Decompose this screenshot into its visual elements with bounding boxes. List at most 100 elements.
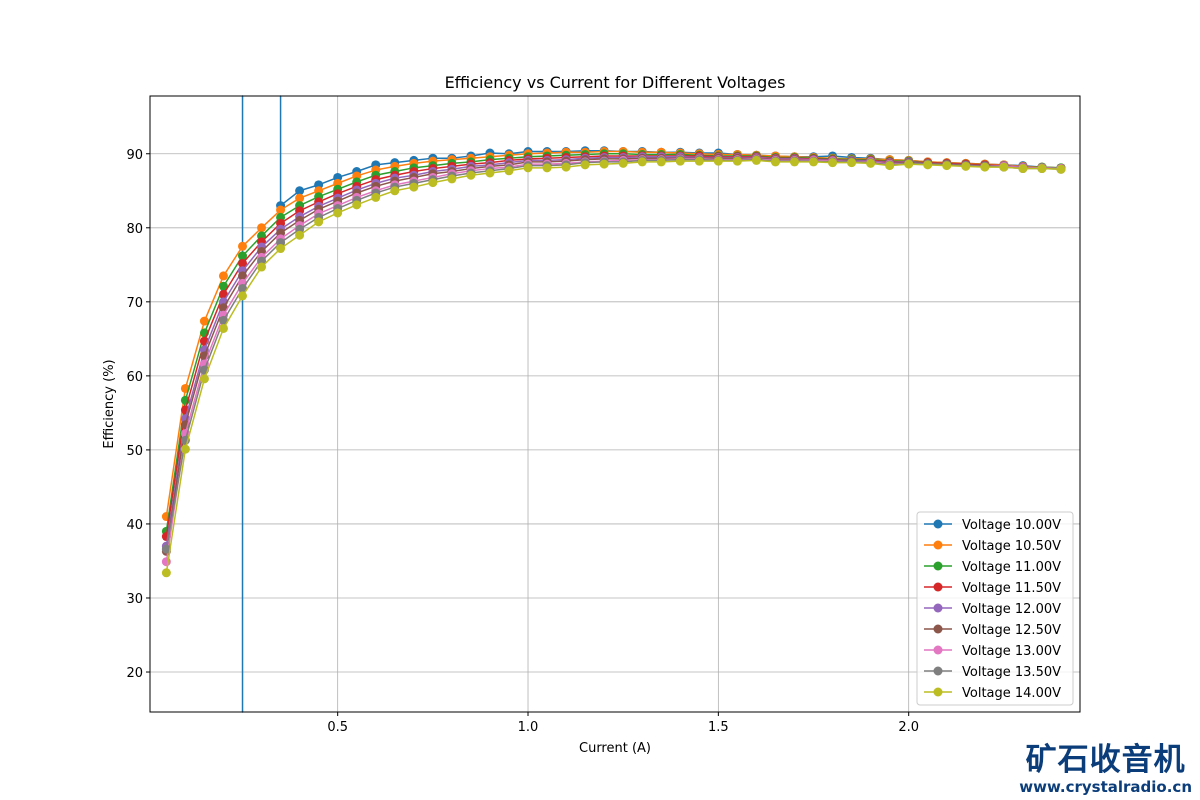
y-tick-label: 70 [126, 296, 143, 311]
legend-marker [933, 540, 943, 550]
x-tick-label: 0.5 [327, 720, 348, 735]
data-point [637, 157, 647, 167]
legend-item: Voltage 13.00V [924, 644, 1061, 659]
data-point [218, 271, 228, 281]
legend-item: Voltage 14.00V [924, 686, 1061, 701]
data-point [314, 217, 324, 227]
series-line-segment [184, 349, 206, 420]
data-point [809, 157, 819, 167]
data-point [276, 205, 286, 215]
x-tick-label: 1.0 [518, 720, 539, 735]
data-point [675, 156, 685, 166]
data-point [751, 155, 761, 165]
legend-label: Voltage 12.50V [962, 623, 1061, 638]
data-point [713, 156, 723, 166]
legend-label: Voltage 13.00V [962, 644, 1061, 659]
data-point [218, 315, 228, 325]
x-axis-label: Current (A) [579, 741, 651, 756]
legend-label: Voltage 11.50V [962, 581, 1061, 596]
watermark-name: 矿石收音机 [1025, 742, 1186, 778]
data-point [447, 174, 457, 184]
data-point [694, 156, 704, 166]
series-line-segment [203, 327, 225, 380]
legend-label: Voltage 11.00V [962, 560, 1061, 575]
data-point [789, 157, 799, 167]
data-point [942, 161, 952, 171]
data-point [1037, 164, 1047, 174]
series-line-segment [165, 409, 187, 538]
data-point [257, 262, 267, 272]
data-point [161, 544, 171, 554]
data-point [371, 192, 381, 202]
data-point [199, 316, 209, 326]
watermark-url: www.crystalradio.cn [1019, 778, 1192, 796]
data-point [828, 158, 838, 168]
data-point [161, 568, 171, 578]
data-point [238, 284, 248, 293]
data-point [428, 178, 438, 188]
data-point [218, 323, 228, 333]
data-point [504, 166, 514, 176]
data-point [523, 163, 533, 173]
data-point [238, 291, 248, 301]
series-line-segment [184, 363, 206, 435]
legend-label: Voltage 14.00V [962, 686, 1061, 701]
data-point [1018, 164, 1028, 174]
chart-title: Efficiency vs Current for Different Volt… [445, 73, 786, 92]
data-point [580, 160, 590, 170]
legend-item: Voltage 12.50V [924, 623, 1061, 638]
data-point [847, 158, 857, 168]
y-tick-label: 50 [126, 444, 143, 459]
data-point [656, 157, 666, 167]
data-point [732, 156, 742, 166]
data-point [980, 162, 990, 172]
x-tick-label: 1.5 [708, 720, 729, 735]
data-point [618, 158, 628, 168]
series-line-segment [222, 295, 244, 330]
data-point [238, 258, 248, 268]
legend-label: Voltage 10.00V [962, 518, 1061, 533]
data-point [770, 157, 780, 167]
data-point [238, 271, 248, 281]
legend-marker [933, 687, 943, 697]
data-point [999, 162, 1009, 172]
legend-item: Voltage 12.00V [924, 602, 1061, 617]
legend-marker [933, 666, 943, 676]
legend-marker [933, 624, 943, 634]
axis-ticks: 0.5 1.0 1.5 2.0 20 30 40 50 60 70 80 90 [126, 148, 919, 735]
data-point [295, 230, 305, 240]
legend-marker [933, 519, 943, 529]
x-tick-label: 2.0 [898, 720, 919, 735]
legend-item: Voltage 10.00V [924, 518, 1061, 533]
legend-marker [933, 561, 943, 571]
data-point [885, 161, 895, 171]
data-point [542, 163, 552, 173]
legend-marker [933, 603, 943, 613]
data-point [238, 241, 248, 251]
data-point [923, 160, 933, 170]
series-line-segment [241, 266, 263, 297]
data-point [276, 244, 286, 254]
data-point [1056, 164, 1066, 174]
y-axis-label: Efficiency (%) [102, 359, 117, 448]
series-line-segment [222, 245, 244, 277]
data-point [218, 281, 228, 291]
data-point [180, 444, 190, 454]
data-point [352, 200, 362, 210]
data-point [161, 557, 171, 567]
legend-item: Voltage 10.50V [924, 539, 1061, 554]
series-voltage-14-00v [161, 155, 1066, 578]
legend-item: Voltage 11.50V [924, 581, 1061, 596]
data-point [257, 223, 267, 233]
legend-label: Voltage 12.00V [962, 602, 1061, 617]
data-point [333, 208, 343, 218]
y-tick-label: 90 [126, 148, 143, 163]
axes-frame [149, 95, 1081, 713]
y-tick-label: 30 [126, 592, 143, 607]
y-tick-label: 40 [126, 518, 143, 533]
y-tick-label: 60 [126, 370, 143, 385]
data-point [961, 161, 971, 171]
series-line-segment [184, 378, 206, 450]
data-point [409, 182, 419, 192]
data-point [599, 159, 609, 169]
